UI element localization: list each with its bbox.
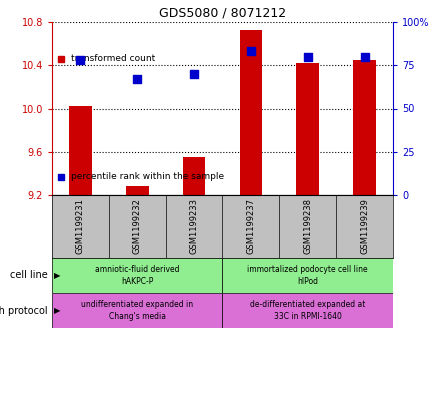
Text: ▶: ▶ bbox=[54, 306, 61, 315]
Point bbox=[133, 76, 140, 82]
Text: amniotic-fluid derived
hAKPC-P: amniotic-fluid derived hAKPC-P bbox=[95, 265, 179, 286]
Point bbox=[304, 53, 310, 60]
Text: percentile rank within the sample: percentile rank within the sample bbox=[71, 173, 224, 181]
Text: GSM1199238: GSM1199238 bbox=[303, 198, 311, 255]
Text: GSM1199231: GSM1199231 bbox=[76, 198, 85, 254]
Text: GSM1199232: GSM1199232 bbox=[132, 198, 141, 254]
Text: cell line: cell line bbox=[10, 270, 48, 281]
Bar bbox=[239, 29, 262, 195]
Bar bbox=[69, 107, 92, 195]
Text: growth protocol: growth protocol bbox=[0, 305, 48, 316]
Title: GDS5080 / 8071212: GDS5080 / 8071212 bbox=[159, 6, 286, 19]
Text: ▶: ▶ bbox=[54, 271, 61, 280]
Bar bbox=[353, 60, 375, 195]
Bar bbox=[52, 293, 222, 328]
Bar bbox=[126, 186, 148, 195]
Point bbox=[247, 48, 254, 55]
Bar bbox=[222, 258, 392, 293]
Point bbox=[360, 53, 367, 60]
Text: GSM1199233: GSM1199233 bbox=[189, 198, 198, 255]
Text: GSM1199237: GSM1199237 bbox=[246, 198, 255, 255]
Point bbox=[190, 71, 197, 77]
Text: transformed count: transformed count bbox=[71, 55, 155, 63]
Bar bbox=[222, 293, 392, 328]
Text: de-differentiated expanded at
33C in RPMI-1640: de-differentiated expanded at 33C in RPM… bbox=[249, 301, 365, 321]
Bar bbox=[52, 258, 222, 293]
Text: GSM1199239: GSM1199239 bbox=[359, 198, 368, 254]
Text: undifferentiated expanded in
Chang's media: undifferentiated expanded in Chang's med… bbox=[81, 301, 193, 321]
Bar bbox=[182, 157, 205, 195]
Point bbox=[77, 57, 84, 63]
Bar bbox=[296, 63, 318, 195]
Text: immortalized podocyte cell line
hIPod: immortalized podocyte cell line hIPod bbox=[247, 265, 367, 286]
